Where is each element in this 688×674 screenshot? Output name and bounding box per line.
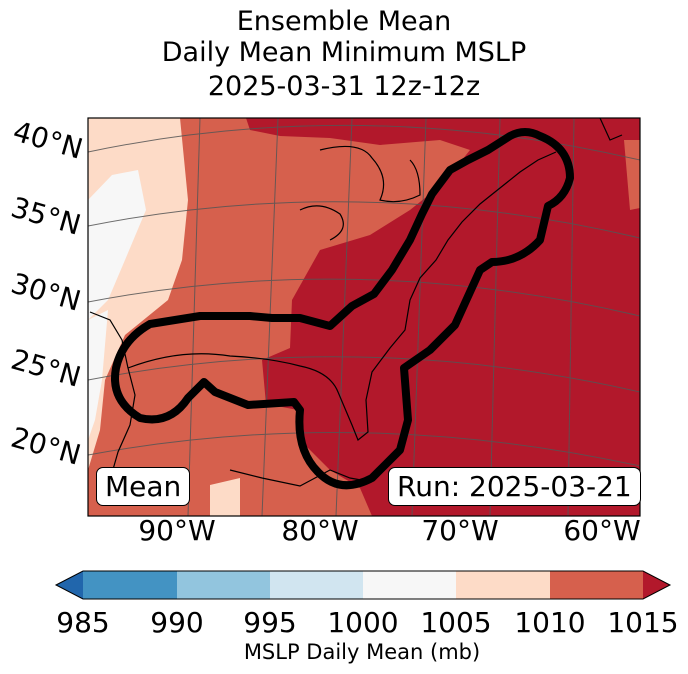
mean-label-box: Mean [96, 467, 191, 506]
title-line-1: Ensemble Mean [236, 6, 452, 37]
colorbar-tick: 1010 [514, 606, 586, 639]
colorbar [54, 570, 672, 600]
map-frame [87, 117, 641, 517]
pressure-band-1000-1005-coast [88, 310, 108, 440]
colorbar-tick: 995 [243, 606, 297, 639]
map-area [88, 118, 640, 516]
colorbar-segment [550, 571, 643, 599]
contour-outline [111, 128, 574, 490]
title-line-2: Daily Mean Minimum MSLP [161, 37, 527, 68]
colorbar-extend-low [56, 571, 83, 599]
colorbar-tick: 1005 [420, 606, 492, 639]
colorbar-frame [54, 570, 672, 600]
lon-label-60: 60°W [563, 514, 641, 547]
colorbar-tick: 985 [56, 606, 110, 639]
graticule [88, 118, 640, 516]
pressure-band-1000-1005 [88, 170, 146, 320]
lon-label-70: 70°W [421, 514, 499, 547]
colorbar-tick: 1000 [327, 606, 399, 639]
coastline [89, 118, 623, 487]
colorbar-segment [83, 571, 177, 599]
pressure-band-1005-1010-south [210, 478, 240, 516]
colorbar-segment [456, 571, 550, 599]
colorbar-extend-high [643, 571, 670, 599]
colorbar-title: MSLP Daily Mean (mb) [243, 640, 481, 664]
colorbar-tick: 1015 [607, 606, 679, 639]
colorbar-segment [270, 571, 363, 599]
colorbar-tick: 990 [150, 606, 204, 639]
colorbar-segment [177, 571, 270, 599]
title-line-3: 2025-03-31 12z-12z [207, 71, 481, 102]
lon-label-90: 90°W [138, 514, 216, 547]
lon-label-80: 80°W [281, 514, 359, 547]
run-date-box: Run: 2025-03-21 [388, 467, 641, 506]
colorbar-segment [363, 571, 456, 599]
